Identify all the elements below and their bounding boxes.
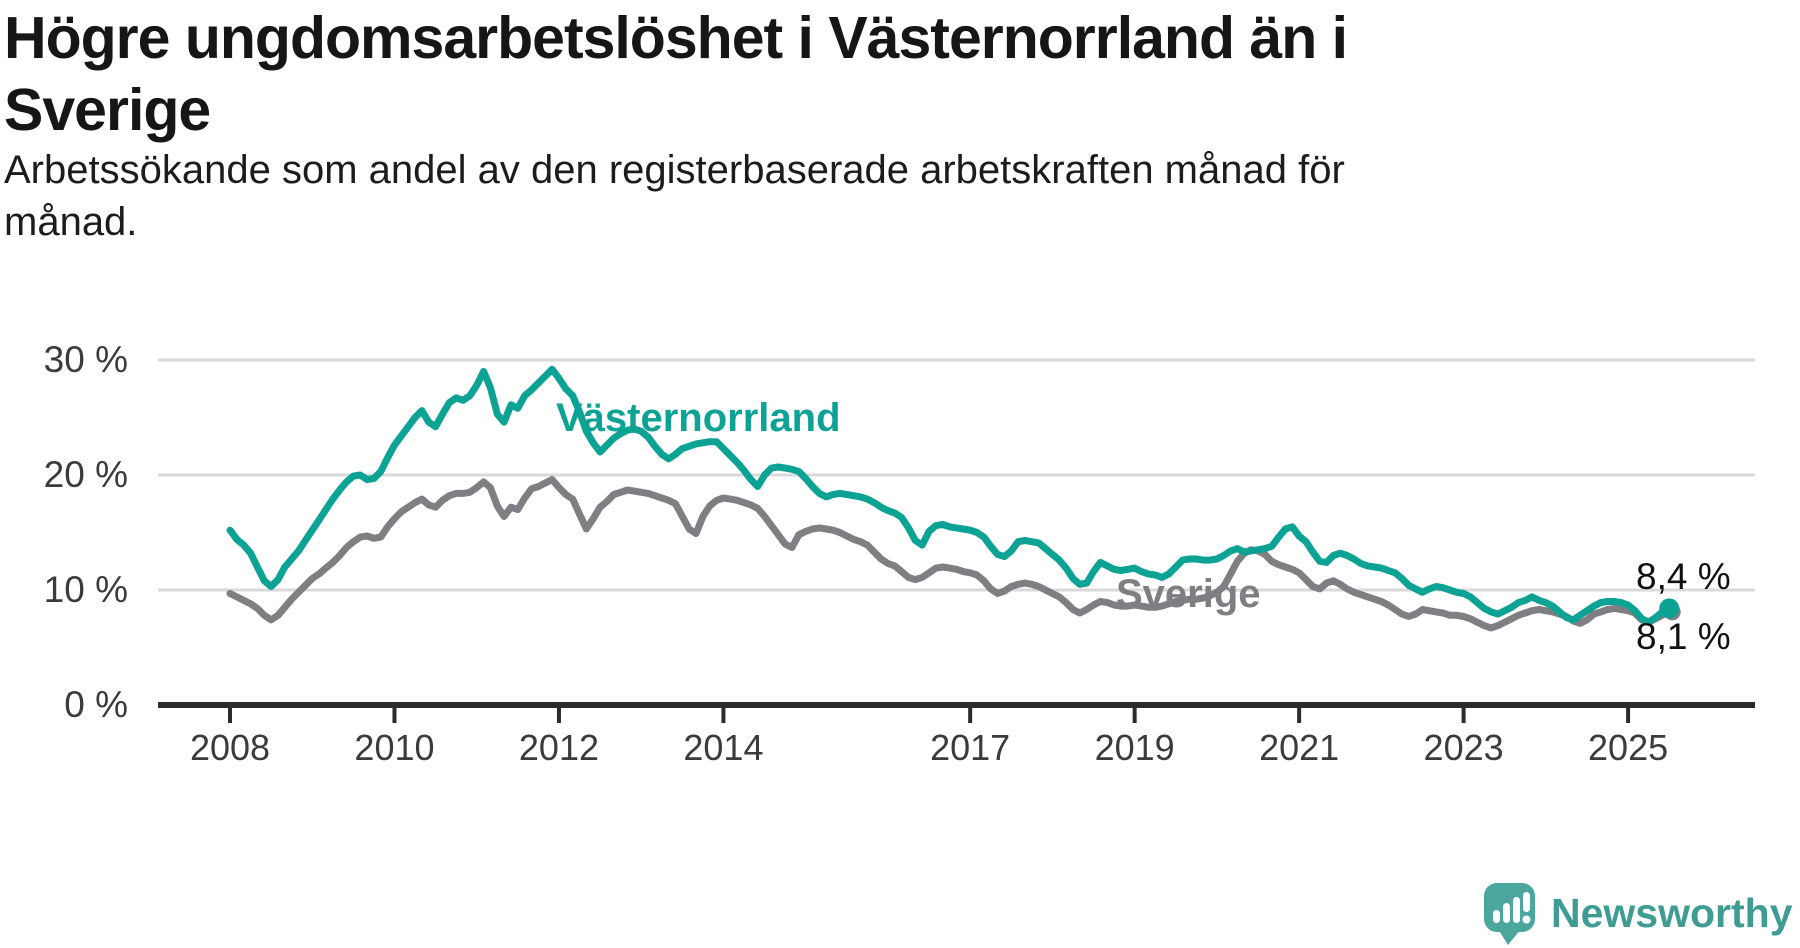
page-title-line-2: Sverige: [4, 77, 211, 143]
newsworthy-logo: Newsworthy: [1484, 883, 1793, 947]
series-label-vasternorrland: Västernorrland: [556, 396, 841, 440]
end-value-label-sverige: 8,1 %: [1636, 616, 1731, 657]
y-tick-label: 0 %: [64, 684, 128, 725]
x-tick-label: 2014: [683, 727, 764, 768]
x-tick-label: 2023: [1423, 727, 1504, 768]
x-tick-label: 2025: [1588, 727, 1669, 768]
series-line-sverige: [226, 476, 1673, 632]
chart-subtitle-line-1: Arbetssökande som andel av den registerb…: [4, 148, 1345, 192]
page-title-line-1: Högre ungdomsarbetslöshet i Västernorrla…: [4, 5, 1348, 71]
end-value-label-vasternorrland: 8,4 %: [1636, 556, 1731, 597]
chart-subtitle: Arbetssökande som andel av den registerb…: [4, 144, 1624, 248]
y-tick-label: 30 %: [43, 339, 128, 380]
x-tick-label: 2021: [1259, 727, 1340, 768]
y-tick-label: 10 %: [43, 569, 128, 610]
page-title: Högre ungdomsarbetslöshet i Västernorrla…: [4, 2, 1704, 146]
y-tick-label: 20 %: [43, 454, 128, 495]
series-label-sverige: Sverige: [1116, 572, 1261, 616]
x-tick-label: 2012: [518, 727, 599, 768]
end-dot-vasternorrland: [1659, 598, 1680, 619]
x-tick-label: 2019: [1094, 727, 1175, 768]
x-tick-label: 2008: [189, 727, 271, 768]
x-tick-label: 2017: [930, 727, 1011, 768]
newsworthy-logo-icon: [1484, 883, 1535, 945]
series-line-västernorrland: [226, 365, 1673, 626]
chart-subtitle-line-2: månad.: [4, 200, 138, 244]
x-tick-label: 2010: [354, 727, 435, 768]
newsworthy-logo-text: Newsworthy: [1551, 890, 1793, 936]
